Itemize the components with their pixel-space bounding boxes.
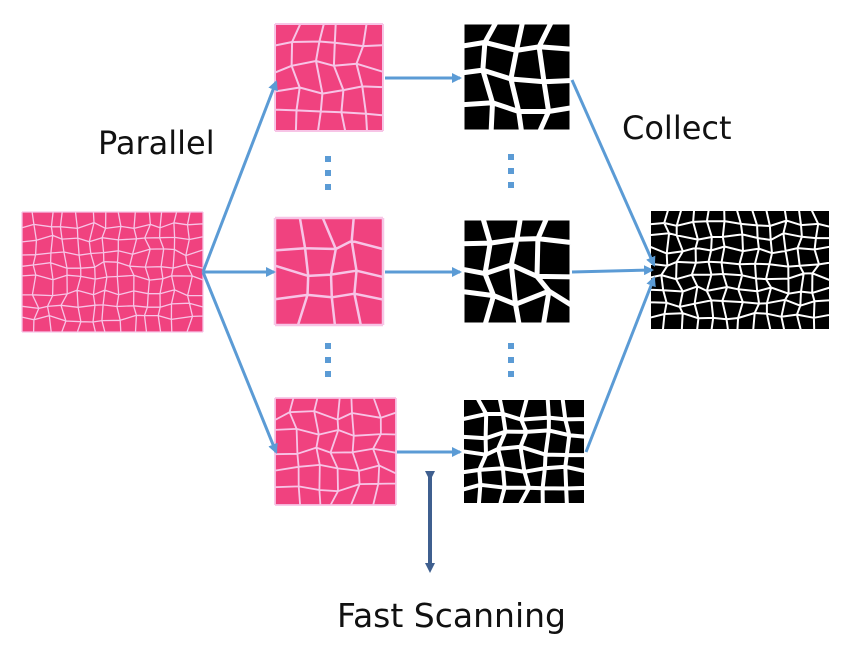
collect-arrow-middle (571, 265, 654, 276)
input-tissue-image (21, 211, 204, 333)
tissue-patch-bottom (274, 397, 397, 506)
fast-scanning-label: Fast Scanning (337, 596, 566, 635)
tissue-patch-middle (273, 216, 385, 327)
parallel-arrow-top (201, 80, 278, 273)
parallel-arrow-bottom (201, 271, 278, 454)
collect-arrow-top (570, 79, 656, 267)
segmentation-mask-middle (459, 215, 575, 328)
segmentation-mask-top (459, 19, 575, 135)
segmentation-mask-bottom (460, 396, 588, 507)
ellipsis-patches-lower (325, 343, 331, 377)
ellipsis-masks-upper (508, 154, 514, 188)
collect-arrow-bottom (584, 276, 656, 453)
parallel-label: Parallel (98, 124, 215, 162)
tissue-patch-top (274, 23, 384, 132)
collected-segmentation-mask (649, 209, 831, 331)
collect-label: Collect (622, 109, 732, 147)
ellipsis-masks-lower (508, 343, 514, 377)
ellipsis-patches-upper (325, 156, 331, 190)
